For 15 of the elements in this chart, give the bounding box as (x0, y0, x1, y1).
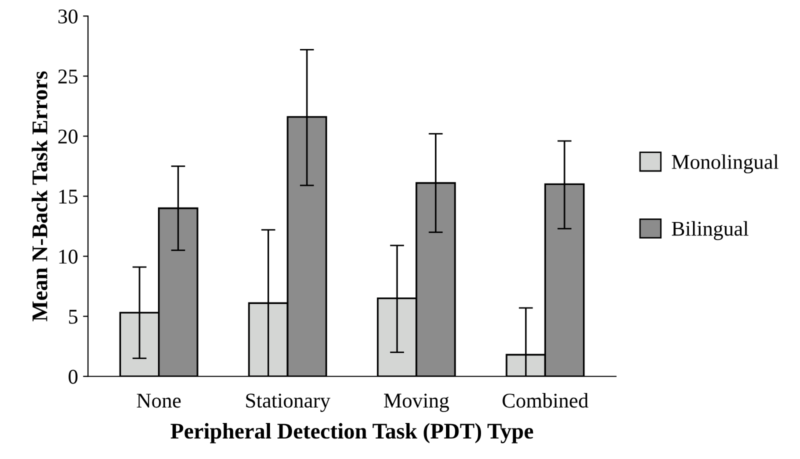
x-tick-label: None (136, 394, 181, 408)
x-tick-label: Combined (502, 393, 588, 408)
y-tick-label: 15 (59, 190, 78, 204)
y-axis-title: Mean N-Back Task Errors (32, 71, 48, 322)
y-tick-label: 10 (59, 250, 78, 264)
y-tick-label: 5 (69, 310, 78, 324)
legend-label: Bilingual (672, 221, 748, 240)
x-tick-label: Stationary (246, 394, 330, 412)
legend-label: Monolingual (672, 154, 778, 174)
y-tick-label: 20 (58, 130, 78, 144)
x-axis-title: Peripheral Detection Task (PDT) Type (170, 423, 534, 444)
y-tick-label: 30 (58, 9, 78, 24)
x-tick-label: Moving (384, 394, 449, 412)
y-tick-label: 25 (58, 70, 78, 84)
y-tick-label: 0 (68, 370, 78, 384)
